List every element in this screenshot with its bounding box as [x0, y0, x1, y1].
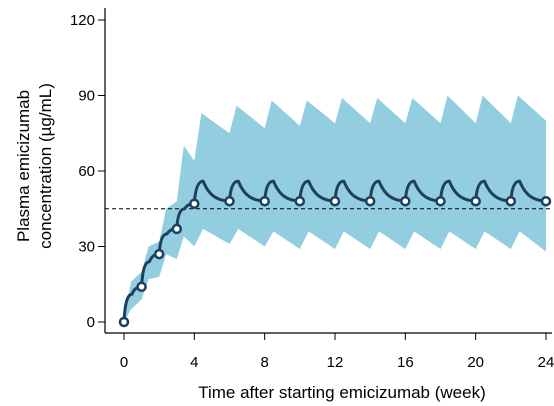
- median-concentration-curve: [122, 179, 548, 324]
- trough-marker: [400, 195, 411, 207]
- x-tick-label: 0: [120, 354, 128, 371]
- trough-marker: [364, 195, 376, 207]
- trough-marker: [153, 248, 165, 260]
- x-tick-label: 8: [260, 354, 268, 371]
- trough-markers: [118, 195, 552, 328]
- prediction-interval-area: [124, 95, 546, 322]
- median-segment: [192, 179, 231, 206]
- x-tick-label: 20: [467, 354, 484, 371]
- median-segment: [439, 179, 478, 203]
- trough-marker: [540, 195, 552, 207]
- median-segment: [368, 179, 407, 203]
- y-tick-label: 30: [78, 239, 95, 256]
- trough-marker: [224, 195, 235, 207]
- y-tick-label: 0: [87, 314, 95, 331]
- x-tick-label: 24: [538, 354, 554, 371]
- median-segment: [333, 179, 372, 203]
- x-tick-label: 16: [397, 354, 414, 371]
- median-segment: [298, 179, 337, 203]
- trough-marker: [118, 316, 130, 328]
- y-tick-label: 90: [78, 88, 95, 105]
- trough-marker: [470, 195, 481, 207]
- median-segment: [474, 179, 513, 203]
- trough-marker: [505, 195, 517, 207]
- trough-marker: [136, 281, 147, 293]
- trough-marker: [171, 223, 183, 235]
- axis-ticks: 0 4 8 12 16 20 24 0 30 60 90 120: [70, 12, 554, 371]
- median-segment: [228, 179, 267, 203]
- median-segment: [509, 179, 548, 203]
- trough-marker: [189, 198, 200, 209]
- x-axis-title: Time after starting emicizumab (week): [198, 383, 486, 402]
- y-axis-title-line2: concentration (µg/mL): [36, 83, 55, 249]
- trough-marker: [259, 195, 270, 207]
- y-axis-title-line1: Plasma emicizumab: [14, 90, 33, 242]
- trough-marker: [294, 195, 306, 207]
- y-tick-label: 120: [70, 12, 95, 29]
- trough-marker: [329, 195, 341, 207]
- y-tick-label: 60: [78, 163, 95, 180]
- median-segment: [263, 179, 302, 203]
- x-tick-label: 4: [190, 354, 198, 371]
- trough-marker: [435, 195, 446, 207]
- median-segment: [403, 179, 442, 203]
- x-tick-label: 12: [327, 354, 344, 371]
- prediction-interval-band: [124, 95, 546, 322]
